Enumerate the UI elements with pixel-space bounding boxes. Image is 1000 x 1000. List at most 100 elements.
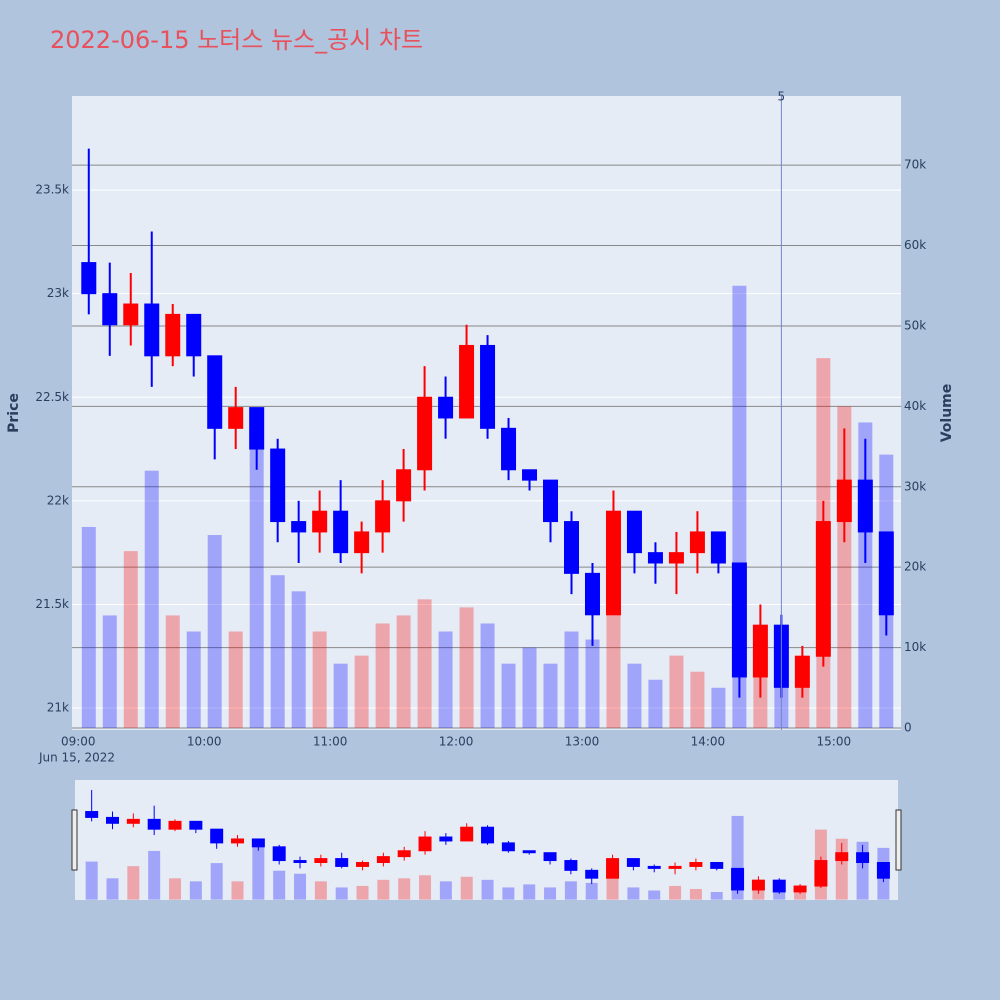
candle-body xyxy=(857,479,873,533)
mini-candle-body xyxy=(397,850,411,858)
volume-bar xyxy=(291,591,306,728)
slider-handle[interactable] xyxy=(895,809,902,871)
volume-bar xyxy=(522,647,537,728)
y2-tick-label: 30k xyxy=(904,479,926,493)
candle-body xyxy=(312,510,328,533)
mini-volume-bar xyxy=(460,876,473,900)
x-tick-label: 11:00 xyxy=(313,735,348,749)
volume-bar xyxy=(144,470,159,728)
mini-volume-bar xyxy=(606,875,619,900)
y2-axis-title: Volume xyxy=(939,384,955,443)
mini-candle-body xyxy=(585,869,599,879)
volume-bar xyxy=(711,687,726,728)
mini-volume-bar xyxy=(314,881,327,900)
candle-body xyxy=(668,552,684,564)
mini-volume-bar xyxy=(231,881,244,900)
mini-candle-body xyxy=(814,860,828,887)
candle-body xyxy=(123,303,139,326)
candle-body xyxy=(647,552,663,564)
x-tick-label: 12:00 xyxy=(439,735,474,749)
mini-volume-bar xyxy=(481,879,494,900)
volume-bar xyxy=(585,639,600,728)
volume-bar xyxy=(102,615,117,728)
mini-candle-body xyxy=(314,858,328,864)
candle-body xyxy=(165,313,181,357)
mini-volume-bar xyxy=(335,887,348,900)
mini-candle-body xyxy=(606,858,620,879)
candle-body xyxy=(228,407,244,429)
volume-bar xyxy=(690,671,705,728)
mini-candle-body xyxy=(835,852,849,862)
mini-candle-body xyxy=(564,860,578,871)
mini-candle-body xyxy=(106,816,120,824)
y-tick-label: 22.5k xyxy=(35,390,69,404)
slider-handle[interactable] xyxy=(71,809,78,871)
mini-candle-body xyxy=(189,820,203,830)
x-tick-label: 10:00 xyxy=(187,735,222,749)
mini-candle-body xyxy=(231,838,245,844)
mini-candle-body xyxy=(356,862,370,867)
volume-bar xyxy=(375,623,390,728)
mini-candle-body xyxy=(460,826,474,842)
volume-bar xyxy=(228,631,243,728)
candle-body xyxy=(186,313,202,357)
mini-candle-body xyxy=(668,865,682,869)
mini-candle-body xyxy=(751,879,765,891)
mini-volume-bar xyxy=(564,881,577,900)
mini-candle-body xyxy=(210,828,224,844)
volume-bar xyxy=(81,526,96,728)
mini-volume-bar xyxy=(294,873,307,900)
volume-bar xyxy=(165,615,180,728)
mini-candle-body xyxy=(85,811,99,818)
mini-volume-bar xyxy=(648,890,661,900)
y2-tick-label: 0 xyxy=(904,720,912,734)
mini-volume-bar xyxy=(627,887,640,900)
candle-body xyxy=(626,510,642,554)
x-tick-label: 15:00 xyxy=(817,735,852,749)
candle-body xyxy=(689,531,705,554)
candle-body xyxy=(878,531,894,616)
mini-volume-bar xyxy=(689,888,702,900)
mini-volume-bar xyxy=(439,881,452,900)
volume-bar xyxy=(669,655,684,728)
y2-tick-label: 10k xyxy=(904,640,926,654)
candle-body xyxy=(459,344,475,419)
mini-candle-body xyxy=(689,862,703,867)
mini-candle-body xyxy=(501,842,515,852)
mini-candle-body xyxy=(272,846,286,862)
mini-volume-bar xyxy=(252,844,265,900)
mini-volume-bar xyxy=(189,881,202,900)
mini-volume-bar xyxy=(523,884,536,900)
mini-candle-body xyxy=(647,865,661,869)
candle-body xyxy=(270,448,286,523)
mini-volume-bar xyxy=(710,892,723,900)
mini-volume-bar xyxy=(502,887,515,900)
candle-body xyxy=(522,469,538,481)
mini-volume-bar xyxy=(356,885,369,900)
candle-body xyxy=(375,500,391,533)
mini-candle-body xyxy=(439,836,453,842)
volume-bar xyxy=(438,631,453,728)
candle-body xyxy=(144,303,160,357)
candle-body xyxy=(836,479,852,523)
candle-body xyxy=(563,521,579,574)
volume-bar xyxy=(270,575,285,728)
x-date-label: Jun 15, 2022 xyxy=(38,751,115,765)
volume-bar xyxy=(501,663,516,728)
mini-candle-body xyxy=(147,818,161,830)
mini-candle-body xyxy=(168,820,182,830)
candle-body xyxy=(291,521,307,533)
candle-body xyxy=(480,344,496,429)
mini-candle-body xyxy=(418,836,432,852)
mini-volume-bar xyxy=(398,878,411,900)
volume-bar xyxy=(606,599,621,728)
mini-candle-body xyxy=(335,858,349,867)
mini-candle-body xyxy=(793,885,807,893)
mini-candle-body xyxy=(251,838,265,848)
y2-tick-label: 20k xyxy=(904,560,926,574)
mini-candle-body xyxy=(710,862,724,869)
volume-bar xyxy=(627,663,642,728)
candle-body xyxy=(102,293,118,326)
candle-body xyxy=(731,562,747,678)
